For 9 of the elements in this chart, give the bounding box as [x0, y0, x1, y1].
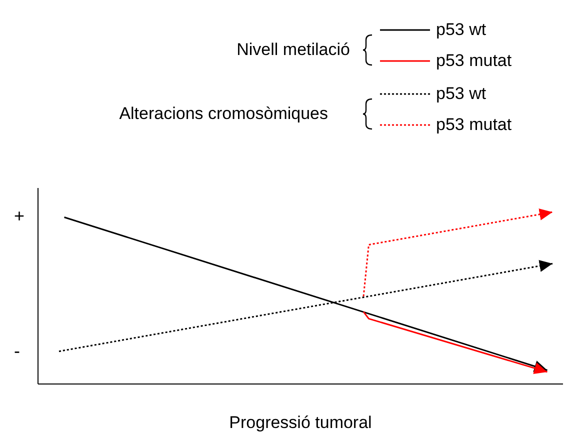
- text: Alteracions cromosòmiques: [119, 104, 328, 124]
- x-axis-title: Progressió tumoral: [229, 413, 372, 432]
- text: -: [14, 341, 20, 362]
- legend-label: p53 wt: [436, 84, 486, 104]
- legend-label: p53 mutat: [436, 115, 512, 135]
- legend-label: p53 wt: [436, 20, 486, 40]
- text: Nivell metilació: [236, 40, 350, 60]
- text: +: [14, 206, 25, 227]
- legend-label: p53 mutat: [436, 51, 512, 71]
